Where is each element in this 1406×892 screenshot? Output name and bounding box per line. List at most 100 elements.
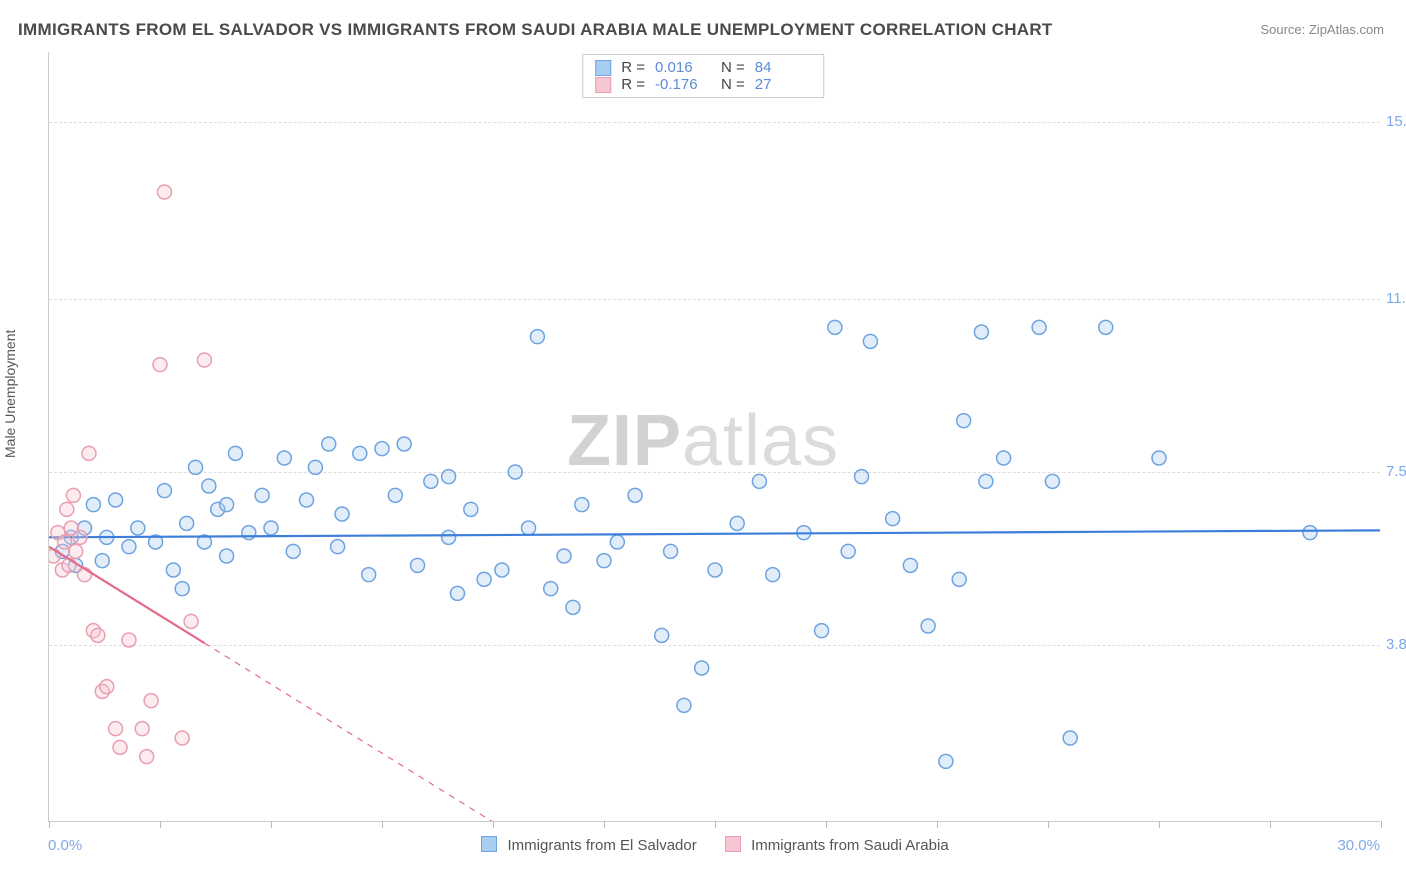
x-tick bbox=[382, 821, 383, 828]
scatter-point-el_salvador bbox=[841, 544, 855, 558]
scatter-point-saudi_arabia bbox=[184, 614, 198, 628]
scatter-point-el_salvador bbox=[655, 628, 669, 642]
x-tick bbox=[160, 821, 161, 828]
scatter-point-el_salvador bbox=[939, 754, 953, 768]
scatter-point-el_salvador bbox=[1152, 451, 1166, 465]
scatter-point-el_salvador bbox=[424, 474, 438, 488]
scatter-point-el_salvador bbox=[166, 563, 180, 577]
scatter-point-saudi_arabia bbox=[82, 446, 96, 460]
scatter-point-el_salvador bbox=[411, 558, 425, 572]
scatter-point-el_salvador bbox=[730, 516, 744, 530]
scatter-point-saudi_arabia bbox=[66, 488, 80, 502]
trend-line-dashed-saudi_arabia bbox=[204, 643, 493, 821]
chart-plot-area: 3.8%7.5%11.2%15.0% bbox=[48, 52, 1380, 822]
x-tick bbox=[715, 821, 716, 828]
scatter-point-saudi_arabia bbox=[100, 680, 114, 694]
scatter-point-el_salvador bbox=[180, 516, 194, 530]
x-tick bbox=[1381, 821, 1382, 828]
swatch-saudi-arabia bbox=[725, 836, 741, 852]
scatter-point-el_salvador bbox=[362, 568, 376, 582]
scatter-point-el_salvador bbox=[397, 437, 411, 451]
scatter-point-el_salvador bbox=[566, 600, 580, 614]
scatter-point-el_salvador bbox=[921, 619, 935, 633]
scatter-point-el_salvador bbox=[86, 498, 100, 512]
scatter-point-saudi_arabia bbox=[197, 353, 211, 367]
scatter-point-el_salvador bbox=[903, 558, 917, 572]
scatter-point-el_salvador bbox=[597, 554, 611, 568]
scatter-point-el_salvador bbox=[353, 446, 367, 460]
scatter-point-saudi_arabia bbox=[140, 750, 154, 764]
source-credit: Source: ZipAtlas.com bbox=[1260, 22, 1384, 37]
scatter-point-el_salvador bbox=[300, 493, 314, 507]
scatter-point-el_salvador bbox=[442, 530, 456, 544]
scatter-point-el_salvador bbox=[220, 498, 234, 512]
scatter-point-el_salvador bbox=[610, 535, 624, 549]
scatter-point-el_salvador bbox=[557, 549, 571, 563]
scatter-point-el_salvador bbox=[286, 544, 300, 558]
x-tick bbox=[1048, 821, 1049, 828]
scatter-point-el_salvador bbox=[464, 502, 478, 516]
scatter-point-saudi_arabia bbox=[69, 544, 83, 558]
scatter-point-el_salvador bbox=[508, 465, 522, 479]
scatter-point-el_salvador bbox=[450, 586, 464, 600]
scatter-point-el_salvador bbox=[131, 521, 145, 535]
scatter-point-el_salvador bbox=[1099, 320, 1113, 334]
scatter-point-saudi_arabia bbox=[122, 633, 136, 647]
x-tick bbox=[826, 821, 827, 828]
scatter-point-el_salvador bbox=[695, 661, 709, 675]
scatter-point-el_salvador bbox=[335, 507, 349, 521]
y-axis-label: Male Unemployment bbox=[2, 330, 18, 458]
x-tick bbox=[493, 821, 494, 828]
scatter-point-el_salvador bbox=[575, 498, 589, 512]
scatter-point-el_salvador bbox=[109, 493, 123, 507]
swatch-el-salvador bbox=[481, 836, 497, 852]
scatter-plot-svg bbox=[49, 52, 1380, 821]
stats-row-el-salvador: R = 0.016 N = 84 bbox=[595, 59, 811, 76]
scatter-point-el_salvador bbox=[628, 488, 642, 502]
legend-label-el-salvador: Immigrants from El Salvador bbox=[508, 837, 697, 854]
scatter-point-saudi_arabia bbox=[175, 731, 189, 745]
scatter-point-el_salvador bbox=[175, 582, 189, 596]
scatter-point-el_salvador bbox=[815, 624, 829, 638]
scatter-point-el_salvador bbox=[997, 451, 1011, 465]
scatter-point-el_salvador bbox=[1303, 526, 1317, 540]
scatter-point-el_salvador bbox=[308, 460, 322, 474]
scatter-point-el_salvador bbox=[1063, 731, 1077, 745]
scatter-point-el_salvador bbox=[1045, 474, 1059, 488]
scatter-point-el_salvador bbox=[766, 568, 780, 582]
scatter-point-el_salvador bbox=[664, 544, 678, 558]
scatter-point-saudi_arabia bbox=[62, 558, 76, 572]
x-tick bbox=[271, 821, 272, 828]
scatter-point-el_salvador bbox=[157, 484, 171, 498]
scatter-point-el_salvador bbox=[375, 442, 389, 456]
x-tick bbox=[937, 821, 938, 828]
y-tick-label: 3.8% bbox=[1386, 636, 1406, 653]
scatter-point-el_salvador bbox=[886, 512, 900, 526]
x-tick bbox=[49, 821, 50, 828]
scatter-point-saudi_arabia bbox=[109, 722, 123, 736]
y-tick-label: 7.5% bbox=[1386, 463, 1406, 480]
scatter-point-el_salvador bbox=[522, 521, 536, 535]
scatter-point-el_salvador bbox=[979, 474, 993, 488]
scatter-point-saudi_arabia bbox=[135, 722, 149, 736]
scatter-point-el_salvador bbox=[331, 540, 345, 554]
swatch-saudi-arabia bbox=[595, 77, 611, 93]
scatter-point-saudi_arabia bbox=[113, 740, 127, 754]
stats-row-saudi-arabia: R = -0.176 N = 27 bbox=[595, 76, 811, 93]
scatter-point-el_salvador bbox=[228, 446, 242, 460]
scatter-point-el_salvador bbox=[189, 460, 203, 474]
scatter-point-el_salvador bbox=[544, 582, 558, 596]
scatter-point-saudi_arabia bbox=[91, 628, 105, 642]
scatter-point-el_salvador bbox=[220, 549, 234, 563]
scatter-point-el_salvador bbox=[277, 451, 291, 465]
scatter-point-el_salvador bbox=[974, 325, 988, 339]
y-tick-label: 15.0% bbox=[1386, 113, 1406, 130]
scatter-point-saudi_arabia bbox=[73, 530, 87, 544]
scatter-point-el_salvador bbox=[442, 470, 456, 484]
scatter-point-el_salvador bbox=[957, 414, 971, 428]
scatter-point-el_salvador bbox=[122, 540, 136, 554]
scatter-point-el_salvador bbox=[708, 563, 722, 577]
scatter-point-el_salvador bbox=[95, 554, 109, 568]
scatter-point-el_salvador bbox=[477, 572, 491, 586]
scatter-point-el_salvador bbox=[322, 437, 336, 451]
